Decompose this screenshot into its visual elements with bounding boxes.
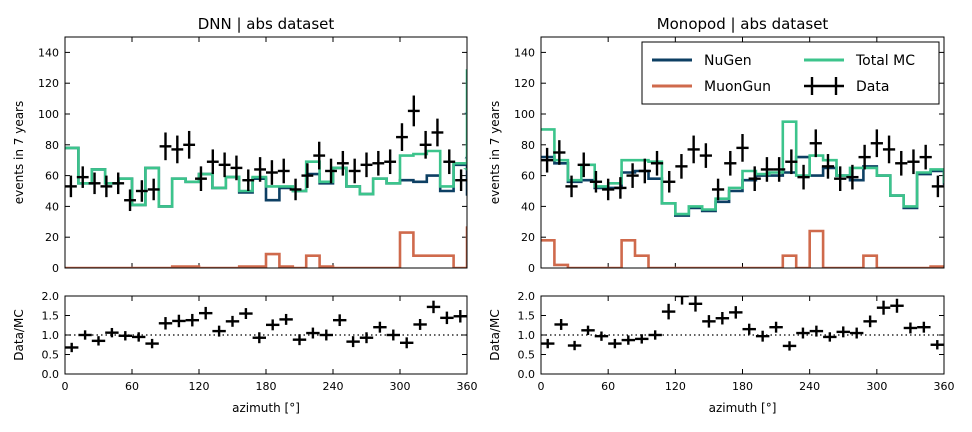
x-tick-label: 60 [601, 380, 615, 393]
x-tick-label: 180 [256, 380, 277, 393]
y-tick-label: 20 [521, 231, 535, 244]
y-tick-label: 80 [521, 139, 535, 152]
ratio-plot-frame [540, 295, 945, 375]
y-axis-label: events in 7 years [488, 101, 502, 204]
x-tick-label: 0 [538, 380, 545, 393]
ratio-y-tick-label: 2.0 [42, 290, 60, 303]
series-total-mc-step [65, 69, 467, 208]
legend: NuGen MuonGun Total MC Data [641, 41, 940, 105]
y-tick-label: 60 [521, 170, 535, 183]
y-tick-label: 0 [528, 262, 535, 275]
y-tick-label: 60 [45, 170, 59, 183]
x-tick-label: 300 [866, 380, 887, 393]
legend-label-total-mc: Total MC [855, 53, 915, 69]
y-tick-label: 0 [52, 262, 59, 275]
main-plot-frame [64, 36, 468, 269]
ratio-y-tick-label: 0.5 [42, 349, 60, 362]
x-tick-label: 0 [62, 380, 69, 393]
chart-panel-1: Monopod | abs dataset events in 7 years Da… [488, 15, 955, 415]
series-total-mc-step [541, 120, 944, 216]
ratio-y-tick-label: 1.5 [518, 310, 536, 323]
series-muongun-step [65, 226, 467, 268]
x-tick-label: 60 [125, 380, 139, 393]
ratio-y-tick-label: 0.5 [518, 349, 536, 362]
x-tick-label: 360 [934, 380, 955, 393]
x-tick-label: 120 [189, 380, 210, 393]
ratio-y-tick-label: 1.5 [42, 310, 60, 323]
y-tick-label: 40 [521, 200, 535, 213]
x-tick-label: 240 [799, 380, 820, 393]
ratio-y-tick-label: 2.0 [518, 290, 536, 303]
legend-box [641, 41, 940, 105]
y-tick-label: 120 [38, 77, 59, 90]
chart-title: DNN | abs dataset [198, 15, 335, 33]
ratio-y-tick-label: 1.0 [42, 329, 60, 342]
x-axis-label: azimuth [°] [709, 401, 777, 415]
x-tick-label: 120 [665, 380, 686, 393]
y-tick-label: 20 [45, 231, 59, 244]
ratio-y-axis-label: Data/MC [488, 309, 502, 360]
ratio-y-tick-label: 0.0 [42, 368, 60, 381]
legend-label-muongun: MuonGun [704, 79, 771, 95]
y-tick-label: 80 [45, 139, 59, 152]
main-plot-frame [540, 36, 945, 269]
series-nugen-step [65, 112, 467, 208]
y-tick-label: 140 [514, 46, 535, 59]
y-tick-label: 40 [45, 200, 59, 213]
series-muongun-step [541, 229, 944, 268]
x-tick-label: 300 [390, 380, 411, 393]
x-tick-label: 360 [457, 380, 478, 393]
ratio-y-axis-label: Data/MC [12, 309, 26, 360]
legend-label-nugen: NuGen [704, 53, 752, 69]
ratio-y-tick-label: 1.0 [518, 329, 536, 342]
y-tick-label: 120 [514, 77, 535, 90]
x-tick-label: 180 [732, 380, 753, 393]
ratio-y-tick-label: 0.0 [518, 368, 536, 381]
y-tick-label: 140 [38, 46, 59, 59]
x-axis-label: azimuth [°] [232, 401, 300, 415]
y-axis-label: events in 7 years [12, 101, 26, 204]
legend-label-data: Data [856, 79, 889, 95]
y-tick-label: 100 [514, 108, 535, 121]
chart-title: Monopod | abs dataset [657, 15, 829, 33]
ratio-plot-frame [64, 295, 468, 375]
x-tick-label: 240 [323, 380, 344, 393]
chart-panel-0: DNN | abs dataset events in 7 years Data/M… [12, 15, 478, 415]
y-tick-label: 100 [38, 108, 59, 121]
